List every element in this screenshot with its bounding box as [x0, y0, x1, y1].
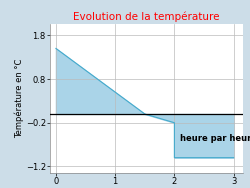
Text: heure par heure: heure par heure: [180, 134, 250, 143]
Title: Evolution de la température: Evolution de la température: [73, 12, 220, 22]
Y-axis label: Température en °C: Température en °C: [15, 59, 24, 138]
